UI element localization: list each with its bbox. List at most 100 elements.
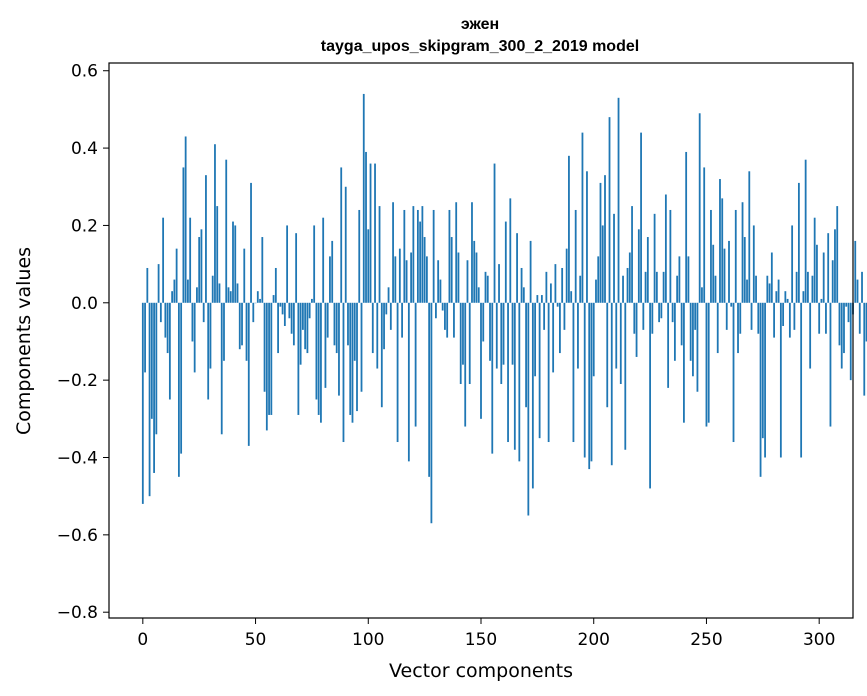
- bar-168: [520, 267, 523, 303]
- bar-119: [410, 252, 413, 303]
- bar-126: [425, 256, 428, 303]
- bar-224: [646, 237, 649, 303]
- bar-266: [741, 202, 744, 303]
- bar-317: [856, 279, 859, 303]
- bar-165: [513, 302, 516, 450]
- bar-31: [211, 275, 214, 303]
- bar-117: [405, 260, 408, 303]
- bar-77: [315, 302, 318, 400]
- bar-136: [448, 209, 451, 303]
- bar-200: [592, 302, 595, 377]
- bar-187: [563, 302, 566, 330]
- bar-57: [270, 302, 273, 415]
- bar-197: [586, 171, 588, 303]
- bar-84: [331, 240, 334, 303]
- bar-263: [734, 209, 737, 303]
- bar-166: [516, 233, 518, 303]
- bar-261: [730, 302, 733, 307]
- bar-11: [166, 302, 169, 354]
- bar-248: [701, 287, 703, 303]
- bar-298: [813, 217, 816, 303]
- bar-182: [552, 302, 555, 373]
- bar-35: [220, 302, 223, 435]
- bar-61: [279, 302, 282, 307]
- bar-237: [676, 275, 679, 303]
- bar-281: [775, 291, 778, 303]
- y-tick-label-5: 0.2: [71, 216, 98, 236]
- bar-78: [317, 302, 320, 415]
- bar-103: [374, 163, 376, 303]
- bar-130: [435, 302, 437, 319]
- bar-209: [613, 213, 615, 303]
- bar-267: [743, 237, 746, 303]
- bar-85: [333, 302, 336, 346]
- bar-21: [189, 217, 192, 303]
- x-tick-label-150: 150: [465, 630, 497, 650]
- bar-24: [196, 287, 198, 303]
- bar-280: [773, 302, 775, 338]
- bar-75: [311, 298, 313, 303]
- bar-87: [338, 302, 340, 396]
- bar-272: [755, 275, 757, 303]
- y-tick-label-3: −0.2: [57, 371, 98, 391]
- bar-160: [502, 302, 505, 365]
- bar-55: [265, 302, 268, 431]
- bar-115: [401, 302, 403, 338]
- bar-88: [340, 167, 343, 303]
- bar-98: [362, 93, 365, 303]
- bar-290: [795, 271, 798, 303]
- bar-39: [229, 291, 232, 303]
- bar-7: [157, 264, 160, 303]
- bar-173: [531, 302, 534, 489]
- bar-240: [683, 302, 685, 423]
- x-axis-label: Vector components: [389, 660, 573, 682]
- bar-96: [358, 209, 361, 303]
- bar-59: [274, 267, 277, 303]
- bar-20: [187, 279, 189, 303]
- bar-127: [428, 302, 431, 477]
- bar-3: [148, 302, 151, 497]
- bar-18: [182, 167, 185, 303]
- bar-71: [301, 302, 304, 330]
- bar-29: [207, 302, 210, 400]
- x-tick-label-200: 200: [578, 630, 610, 650]
- bar-314: [849, 302, 852, 381]
- bar-118: [407, 302, 410, 462]
- bar-167: [518, 302, 521, 462]
- bar-188: [565, 248, 568, 303]
- bar-143: [464, 302, 467, 427]
- bar-313: [847, 302, 850, 323]
- bar-217: [631, 206, 633, 303]
- bar-195: [581, 132, 584, 303]
- bar-0: [141, 302, 144, 504]
- bar-294: [804, 159, 807, 303]
- bar-204: [601, 225, 604, 303]
- bar-229: [658, 302, 661, 323]
- bar-42: [236, 283, 239, 303]
- bar-111: [392, 202, 394, 303]
- chart-subtitle: tayga_upos_skipgram_300_2_2019 model: [321, 38, 639, 55]
- bar-220: [637, 229, 640, 303]
- bar-304: [827, 233, 830, 303]
- bar-211: [617, 97, 620, 303]
- bar-276: [764, 302, 766, 458]
- bar-279: [770, 252, 773, 303]
- bar-259: [725, 302, 728, 330]
- bar-184: [556, 302, 559, 307]
- bar-201: [595, 279, 597, 303]
- bar-268: [746, 279, 748, 303]
- bar-292: [800, 302, 803, 458]
- bar-271: [752, 225, 755, 303]
- bar-60: [277, 302, 279, 354]
- bar-278: [768, 283, 771, 303]
- bar-309: [838, 302, 841, 346]
- bar-210: [615, 302, 618, 369]
- bar-86: [335, 302, 338, 354]
- bar-321: [865, 302, 867, 342]
- bar-34: [218, 283, 221, 303]
- bar-260: [728, 240, 730, 303]
- bar-120: [412, 206, 415, 303]
- y-tick-label-6: 0.4: [71, 139, 98, 159]
- bar-5: [153, 302, 155, 473]
